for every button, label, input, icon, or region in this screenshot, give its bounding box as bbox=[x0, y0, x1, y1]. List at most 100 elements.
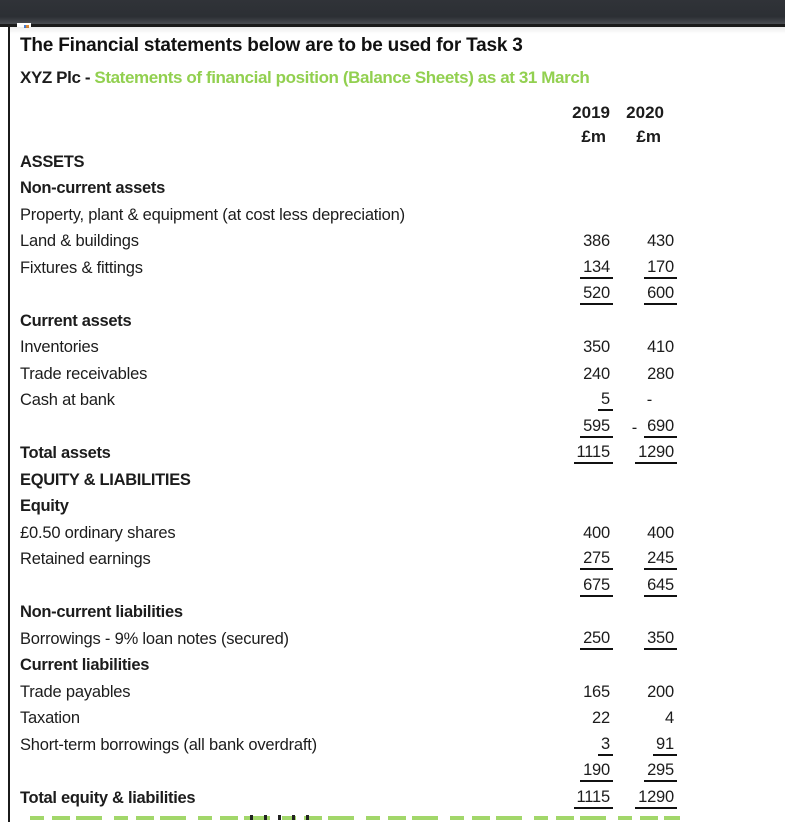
year-header-2020: 2020 bbox=[626, 103, 664, 122]
row-value-2020: 245 bbox=[624, 549, 677, 571]
row-label: Property, plant & equipment (at cost les… bbox=[20, 205, 405, 224]
table-row: Property, plant & equipment (at cost les… bbox=[20, 202, 785, 229]
table-row: £0.50 ordinary shares 400 400 bbox=[20, 520, 785, 547]
row-value-2020: 600 bbox=[624, 284, 677, 306]
row-value-2020: 200 bbox=[647, 682, 674, 701]
row-label: Taxation bbox=[20, 709, 80, 728]
table-row: 595 -690 bbox=[20, 414, 785, 441]
cursor-artifact-blue bbox=[24, 25, 26, 28]
row-value-2019: 520 bbox=[550, 284, 613, 306]
table-row: Total equity & liabilities 1115 1290 bbox=[20, 785, 785, 812]
year-header-row: 2019 2020 bbox=[20, 101, 785, 125]
table-row: 675 645 bbox=[20, 573, 785, 600]
table-row: Inventories 350 410 bbox=[20, 335, 785, 362]
row-label: Trade payables bbox=[20, 682, 131, 701]
table-row: Current assets bbox=[20, 308, 785, 335]
table-row: 520 600 bbox=[20, 282, 785, 309]
row-label: Non-current assets bbox=[20, 179, 165, 198]
row-label: ASSETS bbox=[20, 152, 85, 171]
row-value-2019: 386 bbox=[583, 232, 610, 251]
row-value-2020: -690 bbox=[624, 417, 677, 438]
table-row: Fixtures & fittings 134 170 bbox=[20, 255, 785, 282]
table-row: Borrowings - 9% loan notes (secured) 250 3… bbox=[20, 626, 785, 653]
row-value-2019: 675 bbox=[550, 576, 613, 597]
unit-header-2019: £m bbox=[581, 127, 606, 146]
row-value-2019: 350 bbox=[583, 338, 610, 357]
row-label: Equity bbox=[20, 497, 69, 516]
row-label: Trade receivables bbox=[20, 364, 148, 383]
table-row: Taxation 22 4 bbox=[20, 706, 785, 733]
row-label: Non-current liabilities bbox=[20, 603, 183, 622]
row-label: Borrowings - 9% loan notes (secured) bbox=[20, 629, 289, 648]
table-row: Total assets 1115 1290 bbox=[20, 441, 785, 468]
table-row: Cash at bank 5 - bbox=[20, 388, 785, 415]
unit-header-row: £m £m bbox=[20, 125, 785, 149]
table-row: Short-term borrowings (all bank overdraf… bbox=[20, 732, 785, 759]
row-value-2020: 400 bbox=[647, 523, 674, 542]
row-value-2020: 1290 bbox=[624, 443, 677, 465]
row-value-2019: 1115 bbox=[550, 443, 613, 465]
cursor-artifact-orange bbox=[26, 25, 29, 28]
row-value-2019: 5 bbox=[550, 390, 613, 412]
row-value-2019: 22 bbox=[592, 709, 610, 728]
row-value-2019: 400 bbox=[583, 523, 610, 542]
row-label: Short-term borrowings (all bank overdraf… bbox=[20, 735, 317, 754]
document-title: The Financial statements below are to be… bbox=[20, 35, 523, 56]
table-row: Trade receivables 240 280 bbox=[20, 361, 785, 388]
page-left-border bbox=[8, 25, 10, 822]
row-value-2020: 280 bbox=[647, 364, 674, 383]
table-row: Non-current assets bbox=[20, 176, 785, 203]
row-value-2020: 350 bbox=[624, 629, 677, 650]
browser-chrome-bar bbox=[0, 0, 785, 24]
row-value-2020: 170 bbox=[624, 258, 677, 279]
cutoff-green-text-fragments bbox=[30, 816, 680, 820]
page-edge-shadow bbox=[10, 27, 785, 34]
table-row: Non-current liabilities bbox=[20, 600, 785, 627]
table-row: Trade payables 165 200 bbox=[20, 679, 785, 706]
statement-heading: Statements of financial position (Balanc… bbox=[94, 68, 590, 87]
table-row: 190 295 bbox=[20, 759, 785, 786]
row-label: Current assets bbox=[20, 311, 132, 330]
row-label: Current liabilities bbox=[20, 656, 150, 675]
row-value-2020: - bbox=[646, 391, 652, 410]
row-value-2019: 595 bbox=[550, 417, 613, 438]
row-label: Retained earnings bbox=[20, 550, 151, 569]
row-value-2020: 4 bbox=[665, 709, 674, 728]
row-label: Cash at bank bbox=[20, 391, 115, 410]
page-top-border bbox=[0, 24, 785, 27]
row-value-2019: 250 bbox=[550, 629, 613, 650]
row-value-2019: 275 bbox=[550, 549, 613, 571]
row-value-2020: 295 bbox=[624, 761, 677, 783]
table-row: ASSETS bbox=[20, 149, 785, 176]
table-row: Land & buildings 386 430 bbox=[20, 229, 785, 256]
row-label: EQUITY & LIABILITIES bbox=[20, 470, 191, 489]
row-value-2019: 165 bbox=[583, 682, 610, 701]
row-value-2020: 430 bbox=[647, 232, 674, 251]
row-value-2020: 91 bbox=[624, 735, 677, 756]
row-label: Inventories bbox=[20, 338, 99, 357]
document-page: The Financial statements below are to be… bbox=[10, 27, 785, 822]
row-value-2020: 410 bbox=[647, 338, 674, 357]
row-label: Total assets bbox=[20, 444, 111, 463]
row-value-2020: 645 bbox=[624, 576, 677, 597]
year-header-2019: 2019 bbox=[572, 103, 610, 122]
table-row: Equity bbox=[20, 494, 785, 521]
row-value-2019: 3 bbox=[550, 735, 613, 756]
balance-sheet-table: ASSETS Non-current assets Property, plant … bbox=[20, 149, 785, 812]
table-row: Current liabilities bbox=[20, 653, 785, 680]
document-subtitle: XYZ Plc - Statements of financial positi… bbox=[20, 67, 785, 89]
row-label: £0.50 ordinary shares bbox=[20, 523, 176, 542]
company-name: XYZ Plc - bbox=[20, 68, 95, 87]
row-value-2020: 1290 bbox=[624, 788, 677, 809]
table-row: EQUITY & LIABILITIES bbox=[20, 467, 785, 494]
row-label: Total equity & liabilities bbox=[20, 788, 196, 807]
row-value-2019: 134 bbox=[550, 258, 613, 279]
row-value-2019: 190 bbox=[550, 761, 613, 783]
unit-header-2020: £m bbox=[636, 127, 661, 146]
row-label: Land & buildings bbox=[20, 232, 139, 251]
cutoff-dark-text-fragments bbox=[250, 815, 310, 820]
row-value-2019: 240 bbox=[583, 364, 610, 383]
row-value-2019: 1115 bbox=[550, 788, 613, 809]
table-row: Retained earnings 275 245 bbox=[20, 547, 785, 574]
